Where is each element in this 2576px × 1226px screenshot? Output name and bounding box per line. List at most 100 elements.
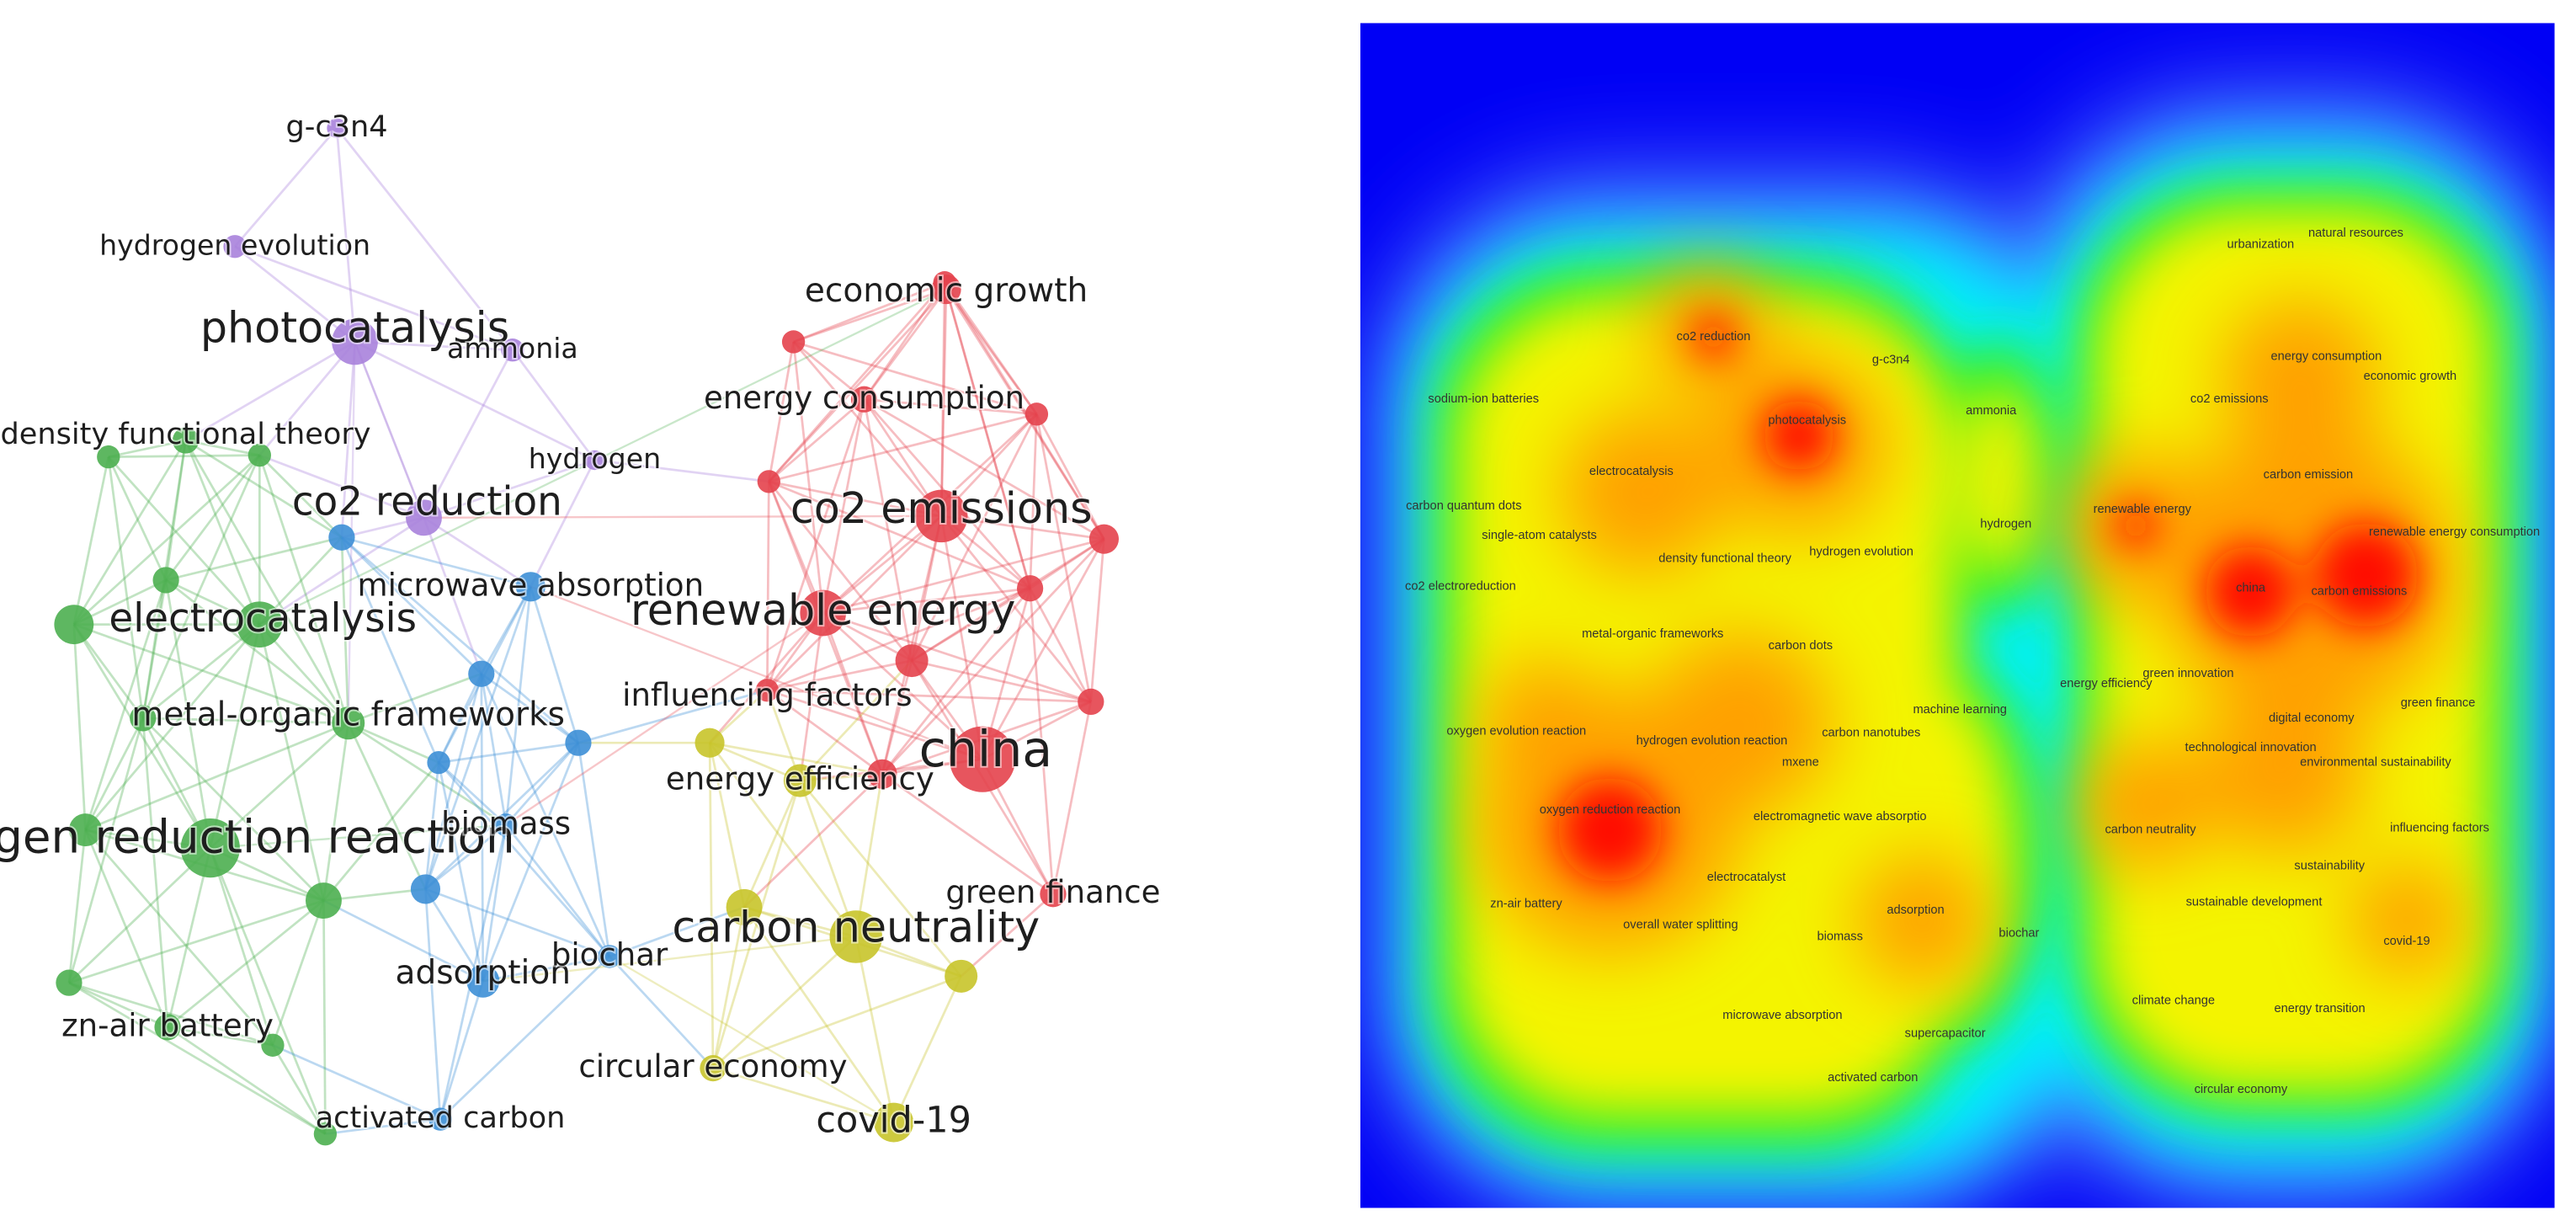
node-label: renewable energy xyxy=(631,585,1015,635)
node-label: activated carbon xyxy=(316,1101,566,1135)
edge xyxy=(258,341,356,456)
edge xyxy=(354,340,596,461)
density-red xyxy=(1557,317,2419,883)
density-label: natural resources xyxy=(2308,227,2403,240)
edge xyxy=(271,1044,327,1135)
edge xyxy=(939,289,948,516)
edge xyxy=(107,456,145,719)
node-label: oxygen reduction reaction xyxy=(0,809,515,863)
node xyxy=(565,729,592,756)
edge xyxy=(209,847,327,1135)
edge xyxy=(765,481,770,690)
edge xyxy=(609,955,714,1069)
edge xyxy=(258,624,325,901)
density-label: metal-organic frameworks xyxy=(1582,627,1723,641)
edge xyxy=(940,514,1092,703)
node xyxy=(154,1014,181,1041)
edge xyxy=(530,585,983,760)
density-label: green innovation xyxy=(2142,667,2233,680)
edge xyxy=(881,773,1054,895)
edge xyxy=(164,579,212,849)
edge xyxy=(743,773,883,909)
edge xyxy=(711,907,746,1069)
edge xyxy=(799,659,913,782)
node-label: energy efficiency xyxy=(666,761,934,797)
node xyxy=(867,759,897,789)
edge xyxy=(708,742,857,938)
edge xyxy=(423,349,514,519)
node-label: electrocatalysis xyxy=(109,596,417,642)
node-label: co2 reduction xyxy=(292,480,562,525)
density-label: sodium-ion batteries xyxy=(1428,392,1539,406)
node xyxy=(427,750,450,775)
density-label: hydrogen xyxy=(1980,517,2031,530)
node xyxy=(97,445,120,469)
node xyxy=(54,605,94,645)
edge xyxy=(423,514,942,519)
edge xyxy=(167,1026,327,1135)
edge xyxy=(1029,538,1105,589)
edge xyxy=(881,538,1105,776)
density-orange xyxy=(1478,266,2465,987)
density-label: single-atom catalysts xyxy=(1482,529,1597,542)
density-label: carbon emission xyxy=(2264,468,2353,482)
edge xyxy=(166,847,212,1028)
density-label: supercapacitor xyxy=(1905,1027,1986,1041)
density-label: renewable energy xyxy=(2094,503,2192,516)
node xyxy=(949,726,1016,792)
edge xyxy=(68,981,327,1135)
edge xyxy=(792,341,943,517)
node xyxy=(327,118,347,138)
node xyxy=(850,386,878,413)
edge xyxy=(799,780,858,937)
node xyxy=(313,1122,338,1146)
density-label: ammonia xyxy=(1966,404,2017,418)
edge xyxy=(793,288,947,344)
edge xyxy=(793,340,1037,416)
edge xyxy=(712,935,857,1069)
edge xyxy=(911,659,1092,703)
node xyxy=(68,813,102,847)
density-label: influencing factors xyxy=(2390,822,2489,835)
edge xyxy=(766,587,1031,692)
edge xyxy=(165,578,349,724)
node-label: circular economy xyxy=(578,1048,847,1085)
edge xyxy=(438,761,508,826)
density-label: sustainability xyxy=(2294,859,2365,872)
density-label: zn-air battery xyxy=(1490,897,1562,910)
edge xyxy=(72,623,211,849)
edge xyxy=(258,516,425,626)
node-label: g-c3n4 xyxy=(285,109,387,144)
density-label: activated carbon xyxy=(1828,1071,1918,1085)
nodes xyxy=(54,118,1119,1146)
node-labels: g-c3n4 hydrogen evolution photocatalysisam… xyxy=(0,108,1162,1143)
density-label: co2 electroreduction xyxy=(1405,580,1516,594)
edge xyxy=(167,899,325,1028)
density-label: biochar xyxy=(1999,926,2039,940)
node-label: zn-air battery xyxy=(61,1007,274,1043)
density-label: oxygen evolution reaction xyxy=(1446,724,1586,738)
density-label: machine learning xyxy=(1913,703,2006,717)
edge xyxy=(482,824,508,982)
edge xyxy=(335,128,356,343)
density-label: energy efficiency xyxy=(2060,677,2153,690)
edge xyxy=(711,780,801,1069)
node-label: biomass xyxy=(441,805,571,841)
node xyxy=(332,318,378,365)
edge xyxy=(530,459,596,588)
density-label: carbon neutrality xyxy=(2105,823,2196,836)
node xyxy=(494,813,518,837)
edge xyxy=(234,127,338,248)
edge xyxy=(424,888,442,1120)
edge xyxy=(72,624,87,830)
node xyxy=(410,874,441,904)
density-label: microwave absorption xyxy=(1722,1009,1842,1022)
node-label: economic growth xyxy=(805,272,1088,310)
edge xyxy=(767,689,1091,703)
edge xyxy=(234,245,356,344)
edge xyxy=(941,514,1104,541)
edge xyxy=(863,399,913,661)
edge xyxy=(708,743,715,1069)
